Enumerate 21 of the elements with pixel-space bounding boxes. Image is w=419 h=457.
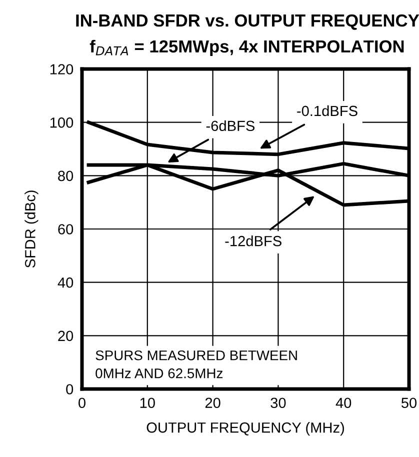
annotation: -12dBFS (225, 236, 282, 246)
y-tick-label: 20 (58, 330, 74, 342)
y-tick-label: 120 (50, 64, 74, 74)
chart-subtitle: f$_{DATA}$ = 125MWps, 4x INTERPOLATION (90, 40, 404, 56)
annotation: -6dBFS (206, 120, 255, 132)
x-tick-label: 30 (270, 398, 286, 408)
y-tick-label: 100 (50, 117, 74, 128)
x-tick-label: 20 (205, 398, 220, 408)
annotation: -0.1dBFS (297, 105, 358, 116)
x-axis-title: OUTPUT FREQUENCY (MHz) (146, 422, 344, 436)
x-tick-label: 40 (336, 398, 352, 408)
y-tick-label: 80 (58, 170, 74, 182)
x-tick-label: 10 (140, 398, 155, 408)
x-tick-label: 50 (401, 398, 417, 408)
annotation: SPURS MEASURED BETWEEN 0MHz AND 62.5MHz (96, 350, 297, 378)
y-axis-title: SFDR (dBc) (24, 190, 38, 268)
chart-title: IN-BAND SFDR vs. OUTPUT FREQUENCY (76, 14, 419, 30)
x-tick-label: 0 (78, 398, 86, 408)
y-tick-label: 60 (58, 224, 74, 234)
y-tick-label: 40 (58, 277, 74, 288)
y-tick-label: 0 (66, 384, 74, 394)
